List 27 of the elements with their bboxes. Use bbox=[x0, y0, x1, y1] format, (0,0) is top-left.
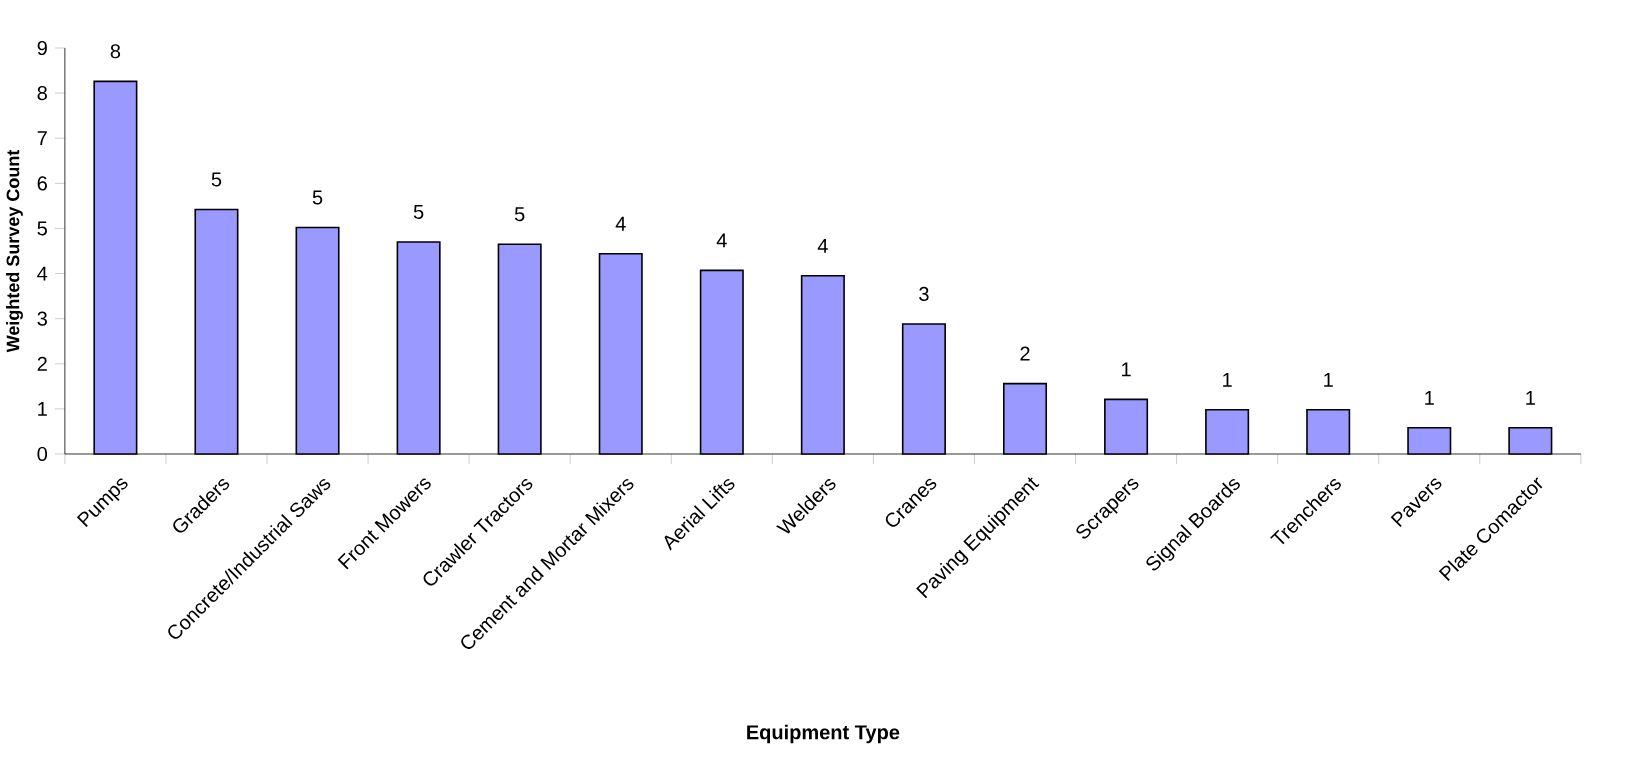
y-tick-label: 0 bbox=[37, 446, 48, 462]
data-label: 3 bbox=[919, 286, 929, 301]
y-tick-label: 1 bbox=[38, 401, 47, 416]
y-tick-label: 5 bbox=[37, 221, 47, 236]
data-label: 1 bbox=[1122, 362, 1131, 377]
x-axis-title: Equipment Type bbox=[747, 724, 900, 744]
data-label: 2 bbox=[1020, 346, 1030, 361]
y-axis-title: Weighted Survey Count bbox=[6, 149, 23, 353]
data-label: 5 bbox=[312, 190, 323, 205]
data-label: 4 bbox=[817, 238, 828, 253]
data-label: 5 bbox=[211, 172, 222, 187]
y-tick-label: 4 bbox=[37, 266, 48, 281]
data-label: 8 bbox=[110, 44, 121, 59]
y-tick-label: 3 bbox=[37, 311, 47, 326]
y-tick-label: 7 bbox=[37, 131, 47, 146]
y-tick-label: 8 bbox=[37, 86, 47, 101]
y-tick-label: 9 bbox=[37, 40, 47, 56]
data-label: 1 bbox=[1223, 372, 1232, 387]
data-label: 4 bbox=[615, 216, 626, 231]
y-tick-label: 2 bbox=[37, 356, 47, 371]
data-label: 1 bbox=[1324, 372, 1333, 387]
data-label: 1 bbox=[1425, 390, 1434, 405]
data-label: 5 bbox=[413, 204, 424, 219]
data-label: 5 bbox=[514, 207, 525, 222]
y-tick-label: 6 bbox=[37, 176, 47, 191]
data-label: 4 bbox=[716, 233, 727, 248]
data-label: 1 bbox=[1526, 390, 1535, 405]
